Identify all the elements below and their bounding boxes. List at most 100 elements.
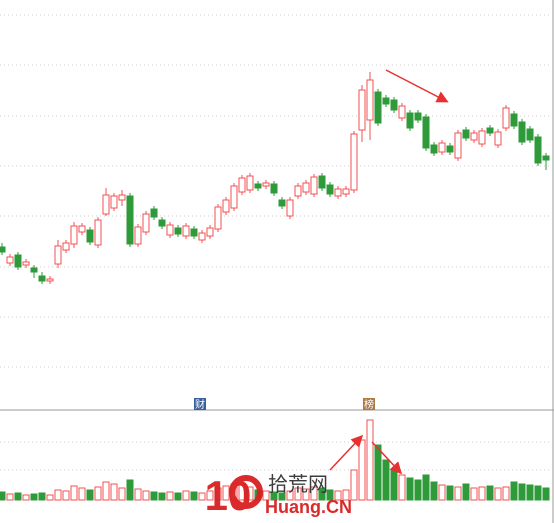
candle-body	[126, 195, 134, 245]
volume-bar	[390, 469, 398, 501]
candle-body	[534, 136, 542, 164]
candle-body	[118, 194, 126, 201]
volume-bar	[30, 493, 38, 501]
volume-bar	[0, 491, 6, 501]
candle-body	[70, 225, 78, 245]
candle-body	[182, 225, 190, 237]
volume-bar	[470, 487, 478, 501]
volume-bar	[422, 474, 430, 501]
volume-bar	[198, 492, 206, 501]
candle-body	[22, 261, 30, 266]
candle-body	[478, 130, 486, 145]
volume-bar	[302, 488, 310, 501]
volume-bar	[326, 489, 334, 501]
volume-bar	[342, 489, 350, 501]
volume-bar	[62, 490, 70, 501]
candle-body	[302, 182, 310, 193]
candle-body	[270, 183, 278, 194]
volume-bar	[310, 486, 318, 501]
volume-bar	[94, 486, 102, 501]
volume-bar	[126, 479, 134, 501]
candle-body	[214, 206, 222, 230]
volume-bar	[238, 484, 246, 501]
candle-body	[342, 188, 350, 195]
candle-body	[110, 195, 118, 209]
volume-bar	[14, 492, 22, 501]
volume-bar	[446, 485, 454, 501]
volume-bar	[454, 486, 462, 501]
candle-body	[286, 199, 294, 217]
volume-bar	[118, 487, 126, 501]
candle-body	[494, 131, 502, 146]
watermark-logo: 10	[205, 472, 252, 519]
candle-body	[510, 113, 518, 127]
volume-bar	[174, 492, 182, 501]
candle-body	[382, 97, 390, 105]
candle-body	[326, 184, 334, 195]
volume-bar	[278, 492, 286, 501]
volume-bar	[46, 494, 54, 501]
volume-bar	[110, 483, 118, 501]
candle-body	[14, 254, 22, 268]
watermark-name: 拾荒网	[268, 472, 328, 496]
volume-bar	[542, 487, 550, 501]
trend-arrow	[385, 69, 449, 103]
volume-bar	[142, 490, 150, 501]
candle-body	[390, 99, 398, 111]
volume-bar	[150, 491, 158, 501]
candle-body	[230, 185, 238, 209]
volume-bar	[358, 439, 366, 501]
candle-body	[150, 208, 158, 218]
volume-bar	[70, 485, 78, 501]
watermark-site: Huang.CN	[265, 497, 352, 517]
marker-box	[194, 398, 206, 410]
candle-body	[254, 183, 262, 189]
volume-bar	[462, 483, 470, 501]
candle-body	[318, 175, 326, 189]
volume-bar	[270, 491, 278, 501]
candle-body	[102, 194, 110, 215]
candle-body	[134, 226, 142, 245]
candle-body	[422, 116, 430, 149]
volume-bar	[478, 486, 486, 501]
annotation: 榜	[364, 398, 374, 411]
candle-body	[374, 91, 382, 124]
volume-bar	[222, 485, 230, 501]
volume-bar	[374, 444, 382, 501]
volume-bar	[382, 459, 390, 501]
candle-body	[294, 185, 302, 197]
candle-body	[462, 129, 470, 139]
candle-body	[38, 275, 46, 282]
candle-body	[334, 188, 342, 197]
volume-bar	[38, 492, 46, 501]
watermark: 10 拾荒网 Huang.CN	[205, 472, 352, 519]
candle-body	[486, 127, 494, 134]
volume-bar	[246, 486, 254, 501]
candle-body	[406, 112, 414, 129]
volume-bar	[502, 486, 510, 501]
volume-bar	[486, 485, 494, 501]
volume-bar	[430, 481, 438, 501]
marker-box	[363, 398, 375, 410]
candle-body	[190, 228, 198, 237]
candle-body	[438, 142, 446, 153]
candle-body	[526, 128, 534, 141]
candle-body	[502, 107, 510, 129]
candle-body	[198, 232, 206, 241]
volume-bar	[318, 487, 326, 501]
annotation: 财	[195, 398, 205, 411]
volume-bar	[286, 490, 294, 501]
volume-bar	[54, 489, 62, 501]
candle-body	[518, 121, 526, 143]
candle-body	[446, 145, 454, 153]
volume-bar	[350, 469, 358, 501]
volume-bar	[262, 490, 270, 501]
candle-body	[46, 278, 54, 282]
candle-body	[238, 177, 246, 193]
candle-body	[398, 105, 406, 119]
volume-bar	[526, 484, 534, 501]
volume-bar	[78, 487, 86, 501]
candle-body	[278, 199, 286, 207]
candle-body	[206, 227, 214, 237]
